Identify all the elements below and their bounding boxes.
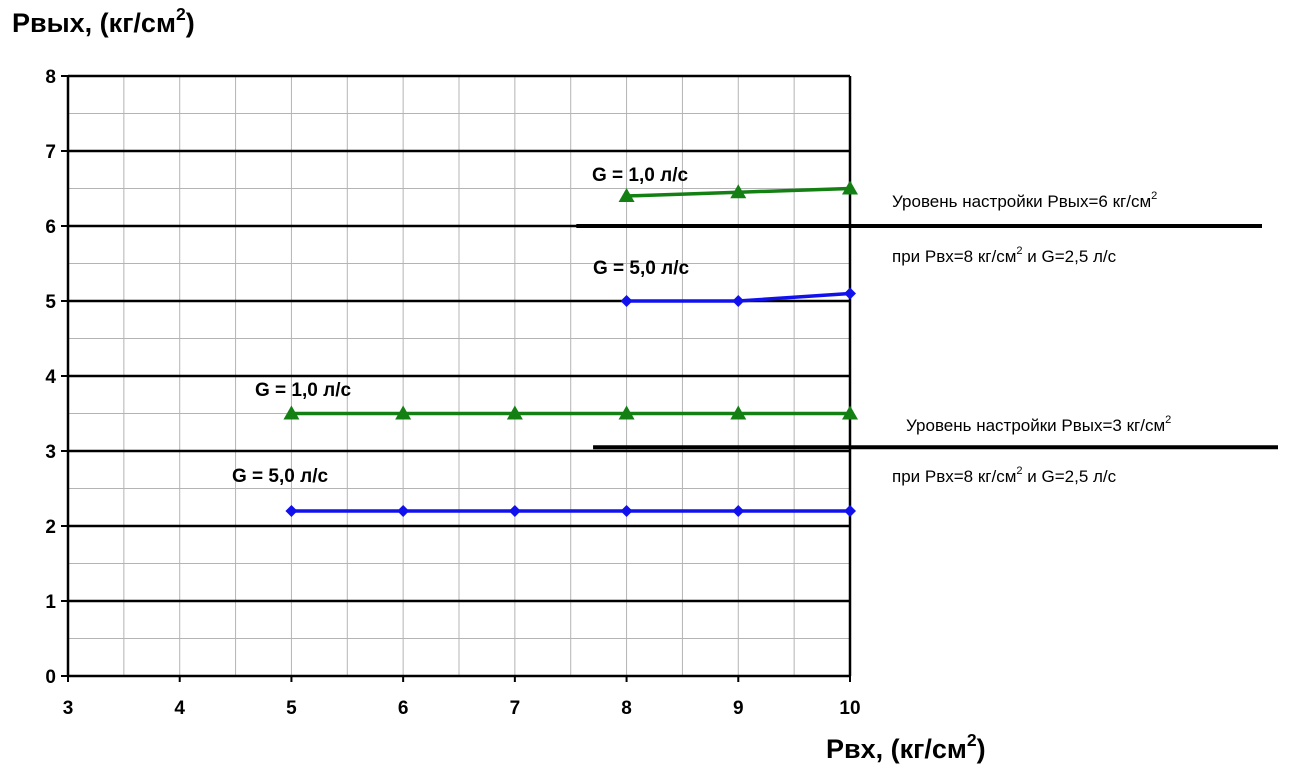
y-tick-label-5: 5 <box>45 292 56 313</box>
y-axis-title: Рвых, (кг/см2) <box>12 4 195 38</box>
y-tick-label-4: 4 <box>45 367 56 388</box>
y-tick-label-0: 0 <box>45 667 56 688</box>
series-2-point-0 <box>283 405 300 420</box>
y-tick-label-6: 6 <box>45 217 56 238</box>
x-axis-title: Рвх, (кг/см2) <box>826 730 986 764</box>
series-3-point-1 <box>397 505 410 517</box>
x-tick-label-10: 10 <box>839 698 860 719</box>
y-tick-label-8: 8 <box>45 67 56 88</box>
series-0-point-2 <box>842 180 858 195</box>
series-2-point-1 <box>395 405 412 420</box>
x-tick-label-8: 8 <box>621 698 632 719</box>
x-tick-label-4: 4 <box>174 698 185 719</box>
series-3-point-4 <box>732 505 745 517</box>
reference-note-6-line1: Уровень настройки Рвых=6 кг/см2 <box>892 190 1158 211</box>
y-tick-label-2: 2 <box>45 517 56 538</box>
series-2-point-4 <box>730 405 747 420</box>
x-tick-label-9: 9 <box>733 698 744 719</box>
y-tick-label-3: 3 <box>45 442 56 463</box>
series-3-point-5 <box>844 505 856 517</box>
series-3-point-0 <box>285 505 298 517</box>
x-tick-label-5: 5 <box>286 698 297 719</box>
series-label-upper-g1: G = 1,0 л/с <box>592 165 689 186</box>
series-2-point-5 <box>842 405 858 420</box>
series-3-point-3 <box>620 505 633 517</box>
series-label-upper-g5: G = 5,0 л/с <box>593 258 690 279</box>
y-tick-label-7: 7 <box>45 142 56 163</box>
reference-note-3-line2: при Рвх=8 кг/см2 и G=2,5 л/с <box>892 465 1117 486</box>
reference-note-6-line2: при Рвх=8 кг/см2 и G=2,5 л/с <box>892 245 1117 266</box>
series-label-lower-g5: G = 5,0 л/с <box>232 466 329 487</box>
series-3-point-2 <box>508 505 521 517</box>
y-tick-label-1: 1 <box>45 592 56 613</box>
series-label-lower-g1: G = 1,0 л/с <box>255 380 352 401</box>
series-2-point-2 <box>506 405 523 420</box>
x-tick-label-7: 7 <box>510 698 521 719</box>
series-2-point-3 <box>618 405 635 420</box>
series-0-point-0 <box>618 188 635 202</box>
series-1-point-1 <box>732 295 745 307</box>
series-1-point-0 <box>620 295 633 307</box>
x-tick-label-3: 3 <box>63 698 74 719</box>
reference-note-3-line1: Уровень настройки Рвых=3 кг/см2 <box>906 414 1172 435</box>
series-0-point-1 <box>730 184 747 199</box>
series-1-point-2 <box>844 287 856 300</box>
x-tick-label-6: 6 <box>398 698 409 719</box>
